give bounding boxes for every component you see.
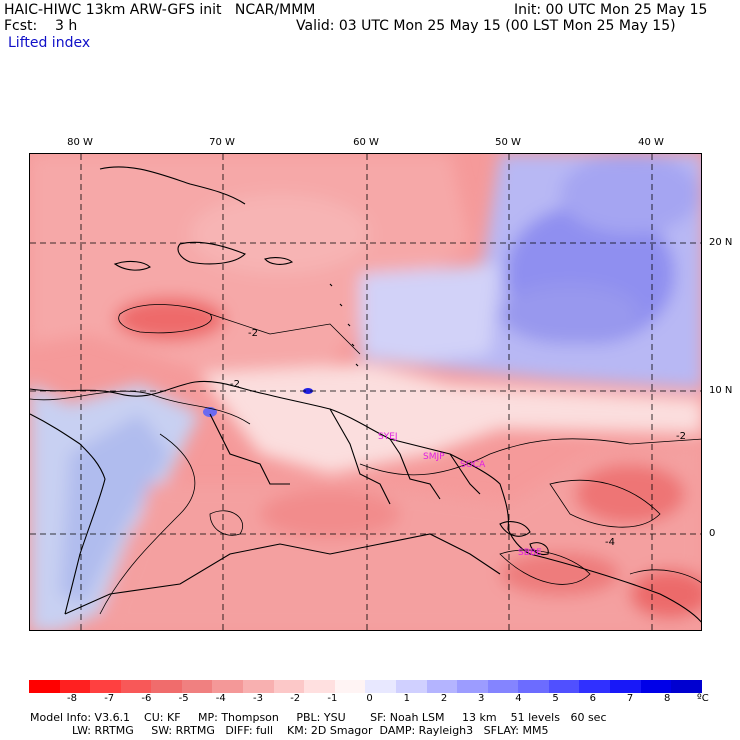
- colorbar-tick-label: 8: [664, 693, 671, 704]
- colorbar-tick-label: 0: [366, 693, 373, 704]
- colorbar-cell: [518, 680, 549, 693]
- field-name: Lifted index: [8, 35, 91, 51]
- station-label-sbbe: SBBE: [518, 548, 542, 558]
- lon-label-80w: 80 W: [67, 137, 93, 148]
- colorbar-tick-label: -1: [327, 693, 338, 704]
- contour-label: -4: [605, 537, 615, 548]
- lifted-index-map: -2 -2 -4 -2 SYEJ SMJP SOCA SBBE: [29, 153, 702, 631]
- colorbar-cell: [181, 680, 213, 693]
- station-label-syej: SYEJ: [378, 432, 398, 442]
- colorbar-tick-label: 1: [403, 693, 410, 704]
- station-label-smjp: SMJP: [423, 452, 445, 462]
- colorbar-cell: [59, 680, 91, 693]
- coastlines: [30, 166, 701, 623]
- colorbar-tick-label: -3: [253, 693, 263, 704]
- colorbar-cell: [426, 680, 458, 693]
- model-title: HAIC-HIWC 13km ARW-GFS init NCAR/MMM: [4, 2, 316, 18]
- colorbar-tick-label: -6: [141, 693, 152, 704]
- colorbar-cell: [212, 680, 244, 693]
- colorbar: [29, 680, 702, 693]
- colorbar-tick-label: -5: [178, 693, 189, 704]
- colorbar-cell: [273, 680, 305, 693]
- lon-label-50w: 50 W: [495, 137, 521, 148]
- colorbar-tick-label: 2: [440, 693, 448, 704]
- colorbar-tick-label: -4: [215, 693, 226, 704]
- colorbar-cell: [640, 680, 672, 693]
- colorbar-tick-label: 7: [626, 693, 634, 704]
- colorbar-tick-label: 6: [589, 693, 596, 704]
- footer-physics-info: LW: RRTMG SW: RRTMG DIFF: full KM: 2D Sm…: [30, 724, 549, 737]
- colorbar-cell: [304, 680, 335, 693]
- forecast-hour: Fcst: 3 h: [4, 18, 78, 34]
- colorbar-cell: [395, 680, 427, 693]
- lat-label-10n: 10 N: [709, 385, 733, 396]
- lat-lon-grid: [30, 154, 701, 630]
- lon-label-60w: 60 W: [353, 137, 379, 148]
- valid-time: Valid: 03 UTC Mon 25 May 15 (00 LST Mon …: [296, 18, 676, 34]
- colorbar-cell: [151, 680, 182, 693]
- footer-model-info: Model Info: V3.6.1 CU: KF MP: Thompson P…: [30, 711, 607, 724]
- colorbar-unit: ºC: [697, 693, 709, 704]
- colorbar-cell: [457, 680, 488, 693]
- colorbar-cell: [243, 680, 274, 693]
- lat-label-20n: 20 N: [709, 237, 733, 248]
- station-label-soca: SOCA: [460, 460, 486, 470]
- contour-label: -2: [230, 379, 240, 390]
- colorbar-cell: [29, 680, 60, 693]
- colorbar-cell: [334, 680, 366, 693]
- colorbar-tick-label: 4: [515, 693, 522, 704]
- colorbar-cell: [548, 680, 580, 693]
- contour-label: -2: [676, 431, 686, 442]
- colorbar-tick-label: -2: [290, 693, 301, 704]
- colorbar-cell: [365, 680, 396, 693]
- colorbar-cell: [120, 680, 152, 693]
- colorbar-cell: [671, 680, 702, 693]
- colorbar-tick-label: -7: [104, 693, 115, 704]
- contour-lines: [30, 304, 701, 615]
- colorbar-tick-label: 3: [478, 693, 485, 704]
- lat-label-0: 0: [709, 528, 716, 539]
- colorbar-tick-label: -8: [67, 693, 77, 704]
- colorbar-cell: [487, 680, 519, 693]
- lon-label-40w: 40 W: [638, 137, 664, 148]
- contour-label: -2: [248, 328, 258, 339]
- init-time: Init: 00 UTC Mon 25 May 15: [514, 2, 708, 18]
- colorbar-cell: [579, 680, 610, 693]
- colorbar-tick-label: 5: [552, 693, 559, 704]
- colorbar-cell: [90, 680, 121, 693]
- colorbar-cell: [609, 680, 641, 693]
- lon-label-70w: 70 W: [209, 137, 235, 148]
